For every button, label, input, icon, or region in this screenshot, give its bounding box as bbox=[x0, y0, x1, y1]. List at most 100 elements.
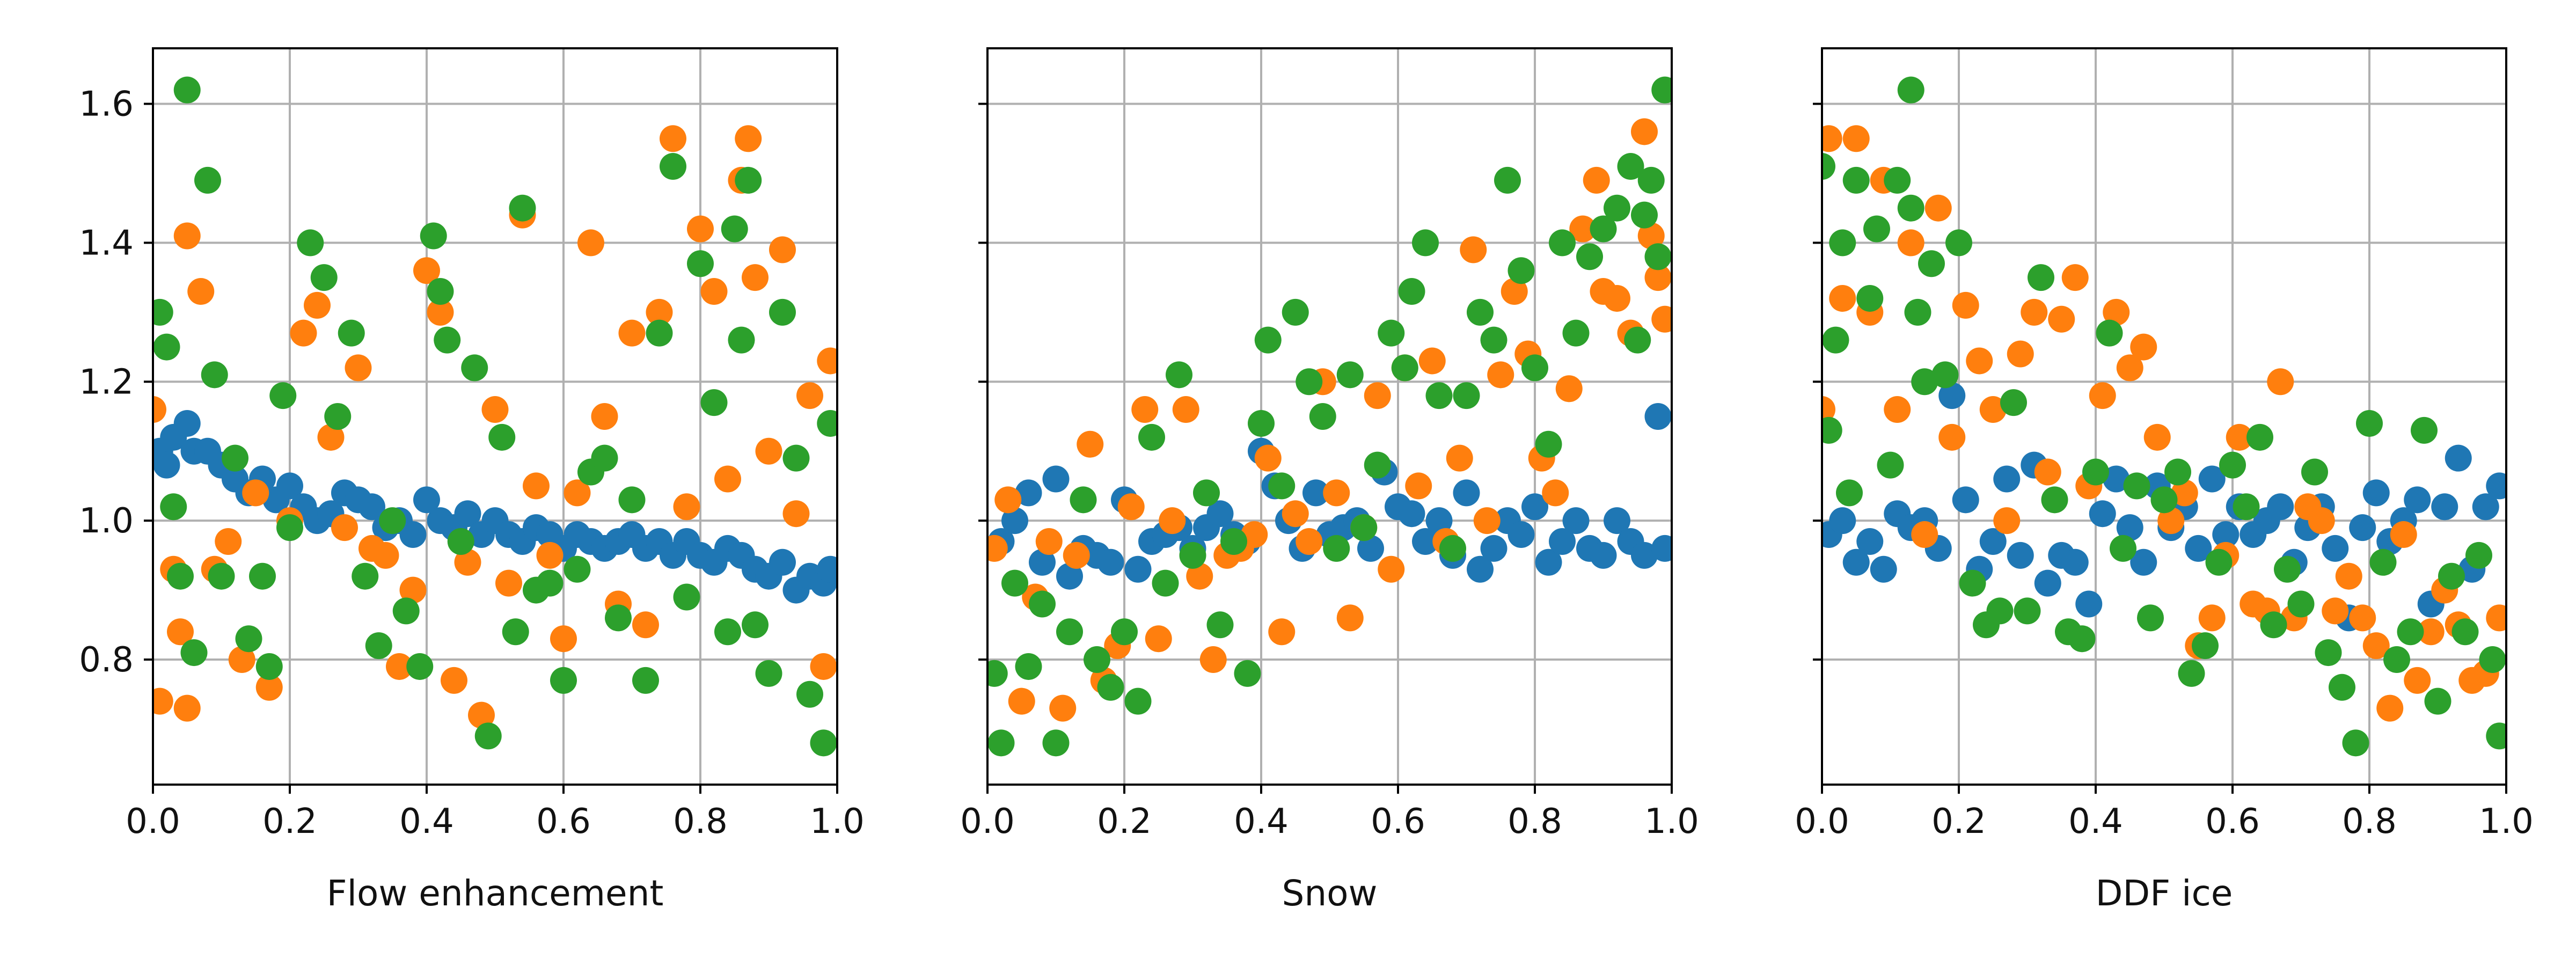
data-point bbox=[2198, 465, 2226, 493]
data-point bbox=[618, 319, 646, 347]
data-point bbox=[1924, 194, 1952, 222]
data-point bbox=[1604, 194, 1630, 222]
data-point bbox=[1378, 555, 1405, 583]
data-point bbox=[1986, 597, 2014, 625]
data-point bbox=[1549, 528, 1576, 555]
axes-frame bbox=[1821, 47, 2507, 786]
data-point bbox=[167, 618, 194, 646]
data-point bbox=[523, 472, 550, 500]
data-point bbox=[509, 194, 536, 222]
data-point bbox=[1425, 382, 1453, 409]
data-point bbox=[2451, 618, 2479, 646]
data-point bbox=[987, 660, 1008, 687]
data-point bbox=[2212, 521, 2240, 548]
data-point bbox=[1829, 284, 1856, 312]
data-point bbox=[1391, 354, 1418, 382]
data-point bbox=[173, 222, 201, 250]
data-point bbox=[1111, 618, 1138, 646]
data-point bbox=[2198, 604, 2226, 632]
data-point bbox=[276, 472, 303, 500]
data-point bbox=[365, 632, 392, 660]
x-tick-label: 0.8 bbox=[673, 802, 728, 841]
data-point bbox=[1952, 291, 1979, 319]
data-point bbox=[2041, 486, 2068, 514]
x-tick-label: 0.2 bbox=[262, 802, 317, 841]
data-point bbox=[297, 229, 324, 257]
data-point bbox=[1829, 507, 1856, 535]
data-point bbox=[591, 444, 618, 472]
data-point bbox=[673, 583, 700, 611]
data-point bbox=[755, 660, 782, 687]
markers bbox=[153, 76, 837, 757]
data-point bbox=[1302, 479, 1329, 507]
data-point bbox=[441, 667, 467, 694]
data-point bbox=[427, 278, 454, 305]
data-point bbox=[1412, 528, 1439, 555]
data-point bbox=[1576, 243, 1603, 270]
data-point bbox=[2219, 451, 2246, 479]
data-point bbox=[208, 562, 235, 590]
data-point bbox=[1501, 278, 1528, 305]
data-point bbox=[742, 611, 769, 639]
data-point bbox=[2143, 423, 2171, 451]
data-point bbox=[1350, 514, 1378, 541]
data-point bbox=[1842, 125, 1870, 152]
data-point bbox=[1507, 257, 1535, 284]
data-point bbox=[1159, 507, 1186, 535]
data-point bbox=[2424, 687, 2451, 715]
data-point bbox=[1542, 479, 1569, 507]
data-point bbox=[2178, 660, 2205, 687]
data-point bbox=[2137, 604, 2164, 632]
data-point bbox=[2089, 500, 2116, 528]
data-point bbox=[2369, 548, 2397, 576]
data-point bbox=[434, 326, 461, 354]
data-point bbox=[310, 264, 338, 291]
data-point bbox=[2335, 562, 2362, 590]
data-point bbox=[1938, 382, 1966, 409]
data-point bbox=[1822, 396, 1835, 423]
data-point bbox=[769, 298, 796, 326]
data-point bbox=[1480, 535, 1507, 562]
data-point bbox=[1494, 166, 1521, 194]
data-point bbox=[796, 382, 823, 409]
x-tick-label: 0.0 bbox=[960, 802, 1015, 841]
data-point bbox=[255, 653, 283, 680]
data-point bbox=[1084, 646, 1110, 674]
data-point bbox=[994, 486, 1022, 514]
data-point bbox=[1035, 528, 1063, 555]
data-point bbox=[1056, 618, 1083, 646]
data-point bbox=[2376, 694, 2404, 722]
data-point bbox=[2431, 493, 2458, 521]
data-point bbox=[1467, 555, 1494, 583]
x-tick-label: 0.8 bbox=[1507, 802, 1562, 841]
data-point bbox=[1446, 444, 1473, 472]
data-point bbox=[1938, 423, 1966, 451]
data-point bbox=[1918, 250, 1945, 277]
data-point bbox=[1644, 264, 1672, 291]
series-2 bbox=[987, 76, 1672, 757]
data-point bbox=[1056, 562, 1083, 590]
data-point bbox=[1220, 528, 1247, 555]
data-point bbox=[1282, 298, 1309, 326]
data-point bbox=[1206, 500, 1234, 528]
data-point bbox=[1993, 507, 2021, 535]
data-point bbox=[1336, 604, 1364, 632]
data-point bbox=[1323, 479, 1350, 507]
data-point bbox=[2301, 458, 2328, 486]
data-point bbox=[1124, 687, 1152, 715]
data-point bbox=[228, 646, 255, 674]
axes-frame bbox=[986, 47, 1673, 786]
data-point bbox=[1569, 215, 1597, 243]
x-tick-label: 0.0 bbox=[1795, 802, 1849, 841]
data-point bbox=[317, 423, 345, 451]
data-point bbox=[1131, 396, 1159, 423]
markers bbox=[987, 76, 1672, 757]
data-point bbox=[728, 326, 755, 354]
data-point bbox=[468, 701, 495, 729]
data-point bbox=[2048, 305, 2075, 333]
data-point bbox=[173, 76, 201, 104]
data-point bbox=[1931, 361, 1959, 389]
x-tick-label: 0.2 bbox=[1097, 802, 1152, 841]
data-point bbox=[1179, 541, 1206, 569]
data-point bbox=[1008, 687, 1035, 715]
